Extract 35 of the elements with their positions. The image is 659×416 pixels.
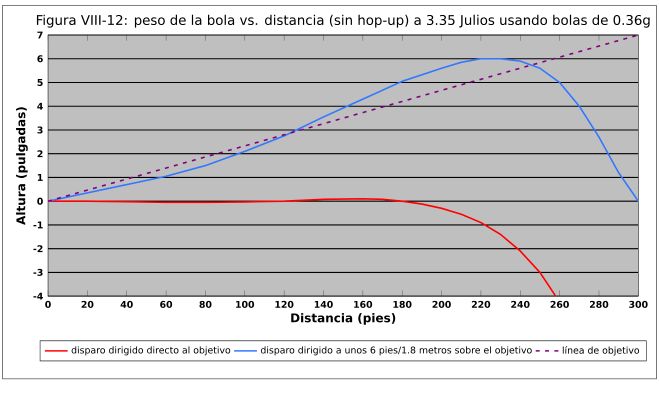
- x-tick-label: 20: [82, 300, 94, 308]
- y-tick-label: -4: [33, 292, 43, 300]
- x-tick-label: 80: [200, 300, 212, 308]
- x-tick-label: 160: [354, 300, 372, 308]
- chart-title: Figura VIII-12: peso de la bola vs. distancia (sin hop-up) a 3.35 Julios usando bolas de 0.36g: [36, 14, 650, 28]
- legend-label: disparo dirigido directo al objetivo: [72, 346, 230, 356]
- x-tick-label: 300: [629, 300, 648, 308]
- x-tick-label: 140: [314, 300, 333, 308]
- x-tick-label: 200: [432, 300, 451, 308]
- legend-label: línea de objetivo: [562, 346, 640, 356]
- x-tick-label: 120: [275, 300, 294, 308]
- y-tick-label: 3: [37, 126, 43, 134]
- y-tick-label: 7: [37, 32, 43, 38]
- x-axis-title: Distancia (pies): [291, 312, 396, 325]
- y-tick-label: -1: [33, 221, 43, 228]
- x-tick-label: 100: [236, 300, 254, 308]
- y-tick-label: 2: [38, 150, 43, 158]
- x-tick-label: 0: [45, 300, 51, 308]
- y-tick-label: -2: [33, 245, 43, 252]
- y-tick-label: 5: [38, 78, 43, 86]
- y-tick-label: 6: [37, 55, 43, 62]
- x-tick-label: 40: [120, 300, 133, 308]
- x-tick-label: 240: [511, 300, 530, 308]
- y-tick-label: -3: [33, 268, 43, 276]
- y-tick-label: 1: [38, 174, 43, 181]
- y-axis-title: Altura (pulgadas): [16, 107, 28, 225]
- x-tick-label: 60: [160, 300, 172, 308]
- x-tick-label: 280: [590, 300, 608, 308]
- y-tick-label: 0: [37, 198, 43, 205]
- legend-label: disparo dirigido a unos 6 pies/1.8 metros sobre el objetivo: [260, 346, 532, 356]
- y-tick-label: 4: [37, 102, 43, 110]
- x-tick-label: 180: [394, 300, 412, 308]
- x-tick-label: 220: [472, 300, 490, 308]
- x-tick-label: 260: [550, 300, 569, 308]
- line-series: [48, 198, 556, 296]
